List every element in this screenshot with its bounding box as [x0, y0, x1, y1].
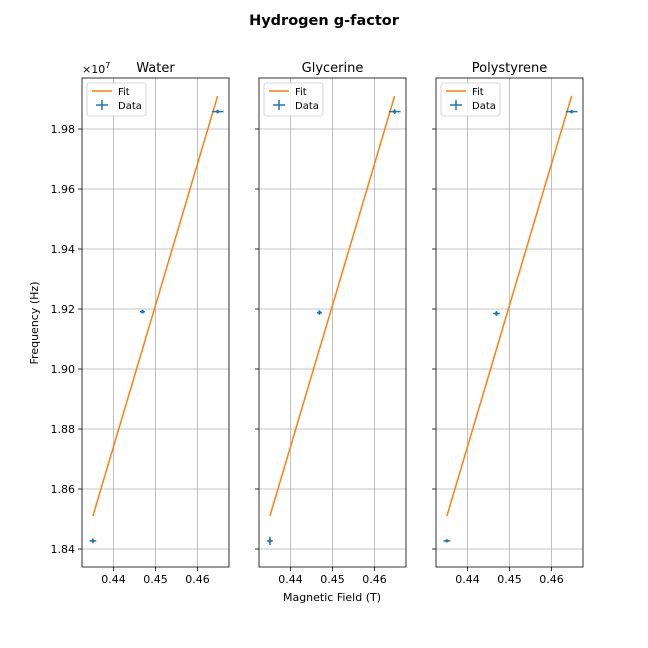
y-tick-label-6: 1.96 [51, 183, 76, 196]
data-point-1 [316, 310, 322, 315]
y-tick-label-5: 1.94 [51, 243, 76, 256]
y-tick-label-0: 1.84 [51, 543, 76, 556]
data-point-2 [565, 109, 578, 114]
legend-label-fit: Fit [472, 87, 484, 98]
x-tick-label-1: 0.45 [320, 573, 345, 586]
x-tick-label-2: 0.46 [185, 573, 210, 586]
y-axis-label: Frequency (Hz) [28, 282, 41, 365]
y-tick-label-1: 1.86 [51, 483, 76, 496]
data-marker [317, 311, 322, 315]
data-marker [268, 539, 272, 543]
legend: Fit Data [440, 82, 501, 117]
legend-label-data: Data [295, 101, 319, 112]
data-marker [570, 110, 574, 114]
legend: Fit Data [263, 82, 324, 117]
data-point-0 [89, 538, 97, 544]
y-offset-exponent: 7 [105, 61, 110, 70]
data-marker [494, 311, 499, 316]
fit-line [446, 95, 573, 517]
x-tick-label-2: 0.46 [362, 573, 387, 586]
subplot-title: Water [136, 61, 175, 76]
legend-label-data: Data [118, 101, 142, 112]
subplot-0: 0.44 0.45 0.46 1.84 1.86 1.88 1.90 1.92 1.94 1.96… [51, 61, 230, 586]
x-axis-label: Magnetic Field (T) [283, 591, 381, 604]
data-marker [140, 310, 145, 314]
y-tick-label-4: 1.92 [51, 303, 76, 316]
x-tick-label-0: 0.44 [278, 573, 303, 586]
y-offset-text: ×107 [82, 61, 110, 76]
y-offset-base: ×10 [82, 63, 105, 76]
data-point-2 [388, 109, 401, 114]
data-point-1 [139, 309, 145, 314]
fit-line [92, 95, 219, 517]
data-marker [91, 539, 95, 543]
data-point-2 [211, 109, 224, 114]
fit-line [269, 95, 396, 517]
subplot-title: Polystyrene [472, 61, 548, 76]
x-tick-label-0: 0.44 [101, 573, 126, 586]
figure-title: Hydrogen g-factor [249, 13, 400, 29]
x-tick-label-1: 0.45 [497, 573, 522, 586]
data-point-0 [266, 536, 273, 546]
legend-label-data: Data [472, 101, 496, 112]
y-tick-label-7: 1.98 [51, 123, 76, 136]
x-tick-label-1: 0.45 [143, 573, 168, 586]
subplot-title: Glycerine [302, 61, 364, 76]
x-tick-label-0: 0.44 [455, 573, 480, 586]
legend-label-fit: Fit [118, 87, 130, 98]
data-marker [445, 539, 449, 543]
data-marker [393, 110, 397, 114]
subplot-1: 0.44 0.45 0.46 Glycerine Fit Data [255, 61, 407, 586]
data-point-1 [493, 311, 500, 316]
y-tick-label-3: 1.90 [51, 363, 76, 376]
data-marker [216, 110, 220, 114]
subplots: 0.44 0.45 0.46 1.84 1.86 1.88 1.90 1.92 1.94 1.96… [51, 61, 584, 586]
data-point-0 [443, 539, 451, 543]
subplot-2: 0.44 0.45 0.46 Polystyrene Fit Data [432, 61, 584, 586]
x-tick-label-2: 0.46 [539, 573, 564, 586]
legend: Fit Data [86, 82, 147, 117]
y-tick-label-2: 1.88 [51, 423, 76, 436]
legend-label-fit: Fit [295, 87, 307, 98]
